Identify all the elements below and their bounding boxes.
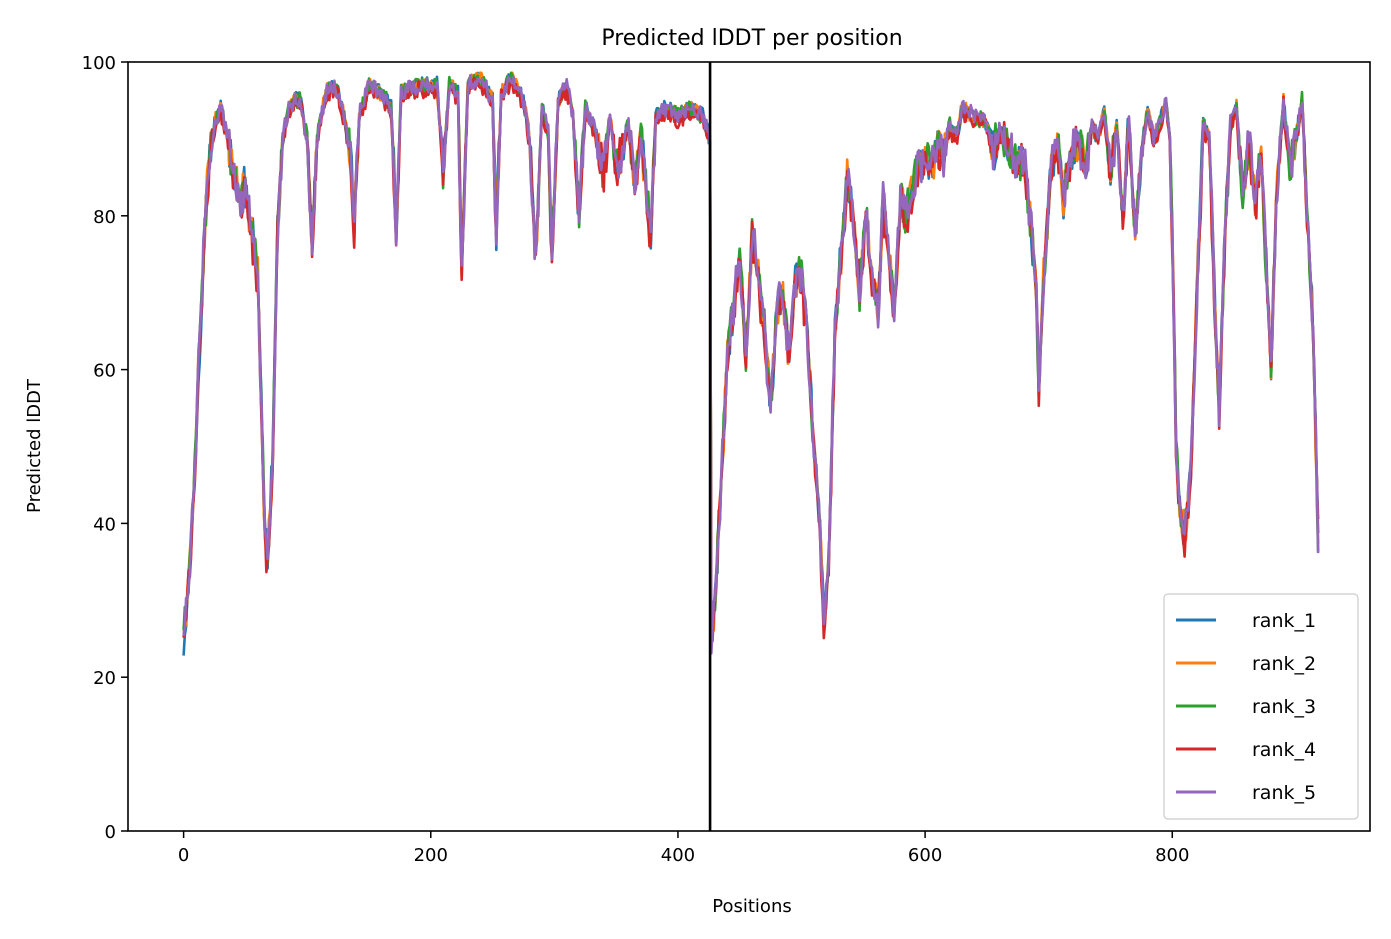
axes: 0 200 400 600 800 0 20 40 60 80 100 (82, 53, 1371, 866)
series-line-rank_2 (183, 71, 1320, 649)
series-line-rank_4 (182, 76, 1320, 643)
y-tick-label: 100 (82, 53, 116, 74)
x-axis-label: Positions (712, 896, 791, 917)
y-tick-label: 0 (105, 822, 116, 843)
x-tick-label: 200 (414, 845, 448, 866)
legend-box (1163, 593, 1359, 820)
series-line-rank_3 (182, 71, 1320, 641)
legend-label-rank_2: rank_2 (1252, 653, 1316, 675)
series-line-rank_5 (182, 74, 1320, 655)
y-axis-label: Predicted lDDT (24, 378, 45, 513)
legend: rank_1 rank_2 rank_3 rank_4 rank_5 (1163, 593, 1359, 820)
y-tick-label: 20 (93, 668, 116, 689)
x-tick-label: 800 (1155, 845, 1189, 866)
y-tick-label: 40 (93, 514, 116, 535)
y-tick-label: 60 (93, 361, 116, 382)
y-tick-label: 80 (93, 207, 116, 228)
legend-label-rank_1: rank_1 (1252, 610, 1316, 632)
x-tick-label: 600 (908, 845, 942, 866)
x-tick-label: 0 (178, 845, 189, 866)
chart-title: Predicted lDDT per position (601, 26, 902, 51)
axes-frame (127, 61, 1371, 832)
legend-label-rank_3: rank_3 (1252, 696, 1316, 718)
legend-label-rank_5: rank_5 (1252, 782, 1316, 804)
series-line-rank_1 (182, 71, 1320, 656)
x-tick-label: 400 (661, 845, 695, 866)
plot-area (182, 62, 1320, 831)
legend-label-rank_4: rank_4 (1252, 739, 1316, 761)
